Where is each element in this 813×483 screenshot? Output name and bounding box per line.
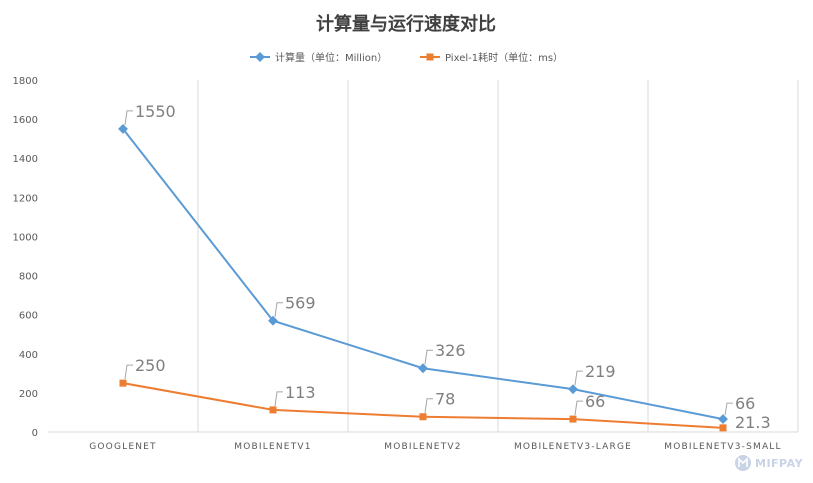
data-label-series-2: 113 <box>285 383 316 402</box>
data-label-leader <box>124 364 133 380</box>
data-point-series-2 <box>119 379 127 387</box>
data-label-series-2: 21.3 <box>735 413 771 432</box>
chart-title: 计算量与运行速度对比 <box>316 13 496 35</box>
gridlines <box>197 80 799 432</box>
data-point-series-1 <box>418 363 428 374</box>
data-point-series-1 <box>268 315 278 326</box>
y-tick-label: 0 <box>32 428 38 439</box>
legend-marker-series-1 <box>255 52 265 62</box>
x-tick-label: MOBILENETV3-LARGE <box>514 442 632 452</box>
data-label-series-2: 250 <box>135 356 166 375</box>
y-tick-label: 800 <box>19 272 38 283</box>
x-tick-label: GOOGLENET <box>89 442 157 452</box>
series-layer <box>118 123 728 432</box>
legend-label-series-1: 计算量（单位：Million） <box>275 51 387 64</box>
data-label-series-2: 78 <box>435 390 455 409</box>
x-tick-label: MOBILENETV2 <box>384 442 461 452</box>
data-label-leader <box>424 398 433 413</box>
x-tick-label: MOBILENETV1 <box>234 442 311 452</box>
data-point-series-1 <box>118 123 128 134</box>
series-line-2 <box>122 382 724 429</box>
y-tick-label: 1400 <box>13 154 38 165</box>
legend-marker-series-2 <box>426 53 434 61</box>
data-label-series-1: 66 <box>735 394 755 413</box>
data-label-series-1: 1550 <box>135 102 176 121</box>
data-label-leader <box>274 391 283 406</box>
data-point-series-2 <box>419 413 427 421</box>
y-tick-label: 600 <box>19 311 38 322</box>
data-label-leader <box>574 400 583 416</box>
y-tick-label: 200 <box>19 389 38 400</box>
y-tick-label: 1000 <box>13 232 38 243</box>
data-point-series-2 <box>269 406 277 414</box>
data-label-leader <box>124 110 133 125</box>
x-tick-label: MOBILENETV3-SMALL <box>664 442 782 452</box>
watermark-logo-mark <box>738 457 748 467</box>
data-label-series-2: 66 <box>585 392 605 411</box>
data-label-series-1: 219 <box>585 362 616 381</box>
data-point-series-1 <box>568 384 578 395</box>
data-point-series-2 <box>569 415 577 423</box>
data-label-series-1: 326 <box>435 341 466 360</box>
data-label-series-1: 569 <box>285 294 316 313</box>
y-tick-label: 1200 <box>13 193 38 204</box>
data-point-series-1 <box>718 414 728 425</box>
axes: 0 200 400 600 800 1000 1200 1400 1600 1800 GOOGLEN… <box>13 76 798 452</box>
data-label-leader <box>274 302 283 317</box>
y-tick-label: 400 <box>19 350 38 361</box>
watermark: MIFPAY <box>735 455 804 471</box>
data-point-series-2 <box>719 424 727 432</box>
series-line-1 <box>122 128 724 421</box>
legend-label-series-2: Pixel-1耗时（单位：ms） <box>445 51 563 64</box>
watermark-text: MIFPAY <box>755 457 804 470</box>
data-label-leader <box>424 349 433 365</box>
data-label-leader <box>724 402 733 416</box>
y-tick-label: 1800 <box>13 76 38 87</box>
data-label-leader <box>574 370 583 386</box>
legend: 计算量（单位：Million） Pixel-1耗时（单位：ms） <box>250 51 563 64</box>
y-tick-label: 1600 <box>13 115 38 126</box>
